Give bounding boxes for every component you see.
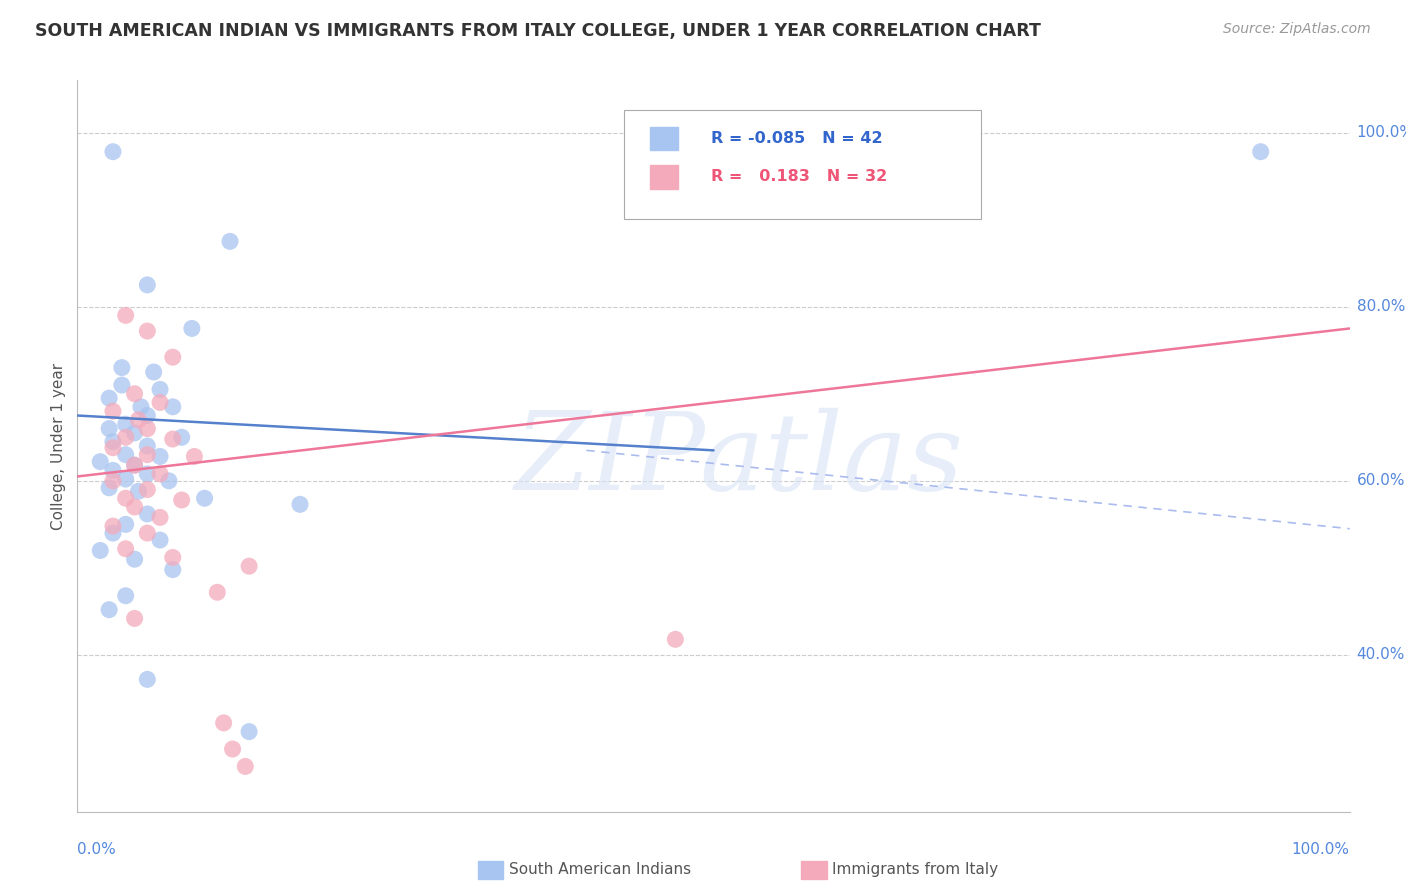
Point xyxy=(149,395,172,409)
Text: Source: ZipAtlas.com: Source: ZipAtlas.com xyxy=(1223,22,1371,37)
Point xyxy=(101,145,124,159)
Point xyxy=(136,448,159,462)
Point xyxy=(129,400,152,414)
Point xyxy=(170,493,193,508)
Point xyxy=(136,467,159,481)
Point xyxy=(183,450,205,464)
Point xyxy=(207,585,229,599)
Point xyxy=(170,430,193,444)
Point xyxy=(124,500,146,514)
Point xyxy=(233,759,256,773)
Point xyxy=(136,409,159,423)
Text: R =   0.183   N = 32: R = 0.183 N = 32 xyxy=(711,169,887,185)
Point xyxy=(114,472,136,486)
Point xyxy=(180,321,202,335)
Point xyxy=(664,632,686,647)
Point xyxy=(124,552,146,566)
Point xyxy=(101,474,124,488)
Point xyxy=(136,277,159,292)
Point xyxy=(124,458,146,472)
Text: 40.0%: 40.0% xyxy=(1357,648,1405,663)
Point xyxy=(101,441,124,455)
Point xyxy=(238,724,260,739)
Point xyxy=(114,430,136,444)
Point xyxy=(111,360,134,375)
Point xyxy=(212,715,235,730)
Point xyxy=(194,491,217,506)
Point xyxy=(124,458,146,472)
Point xyxy=(114,541,136,556)
Point xyxy=(149,510,172,524)
Point xyxy=(101,463,124,477)
Text: 80.0%: 80.0% xyxy=(1357,299,1405,314)
Point xyxy=(124,611,146,625)
Point xyxy=(114,309,136,323)
Point xyxy=(219,235,242,249)
Point xyxy=(114,491,136,506)
Point xyxy=(127,484,149,499)
Point xyxy=(136,673,159,687)
Text: R = -0.085   N = 42: R = -0.085 N = 42 xyxy=(711,131,883,146)
Point xyxy=(136,324,159,338)
Point xyxy=(124,425,146,440)
Point xyxy=(101,404,124,418)
Point xyxy=(1250,145,1272,159)
Point xyxy=(136,421,159,435)
Point xyxy=(162,550,184,565)
Text: South American Indians: South American Indians xyxy=(509,863,692,877)
Point xyxy=(114,517,136,532)
Point xyxy=(89,543,111,558)
Text: ZIPatlas: ZIPatlas xyxy=(515,408,963,513)
Point xyxy=(162,350,184,364)
Point xyxy=(89,455,111,469)
Point xyxy=(136,483,159,497)
Point xyxy=(98,603,121,617)
Y-axis label: College, Under 1 year: College, Under 1 year xyxy=(51,362,66,530)
Point xyxy=(162,563,184,577)
Point xyxy=(101,526,124,541)
Text: 0.0%: 0.0% xyxy=(77,842,117,857)
FancyBboxPatch shape xyxy=(624,110,981,219)
Text: 100.0%: 100.0% xyxy=(1357,125,1406,140)
Point xyxy=(162,432,184,446)
Point xyxy=(114,589,136,603)
Point xyxy=(238,559,260,574)
Point xyxy=(98,391,121,405)
Point xyxy=(149,533,172,547)
Text: 100.0%: 100.0% xyxy=(1292,842,1350,857)
Text: SOUTH AMERICAN INDIAN VS IMMIGRANTS FROM ITALY COLLEGE, UNDER 1 YEAR CORRELATION: SOUTH AMERICAN INDIAN VS IMMIGRANTS FROM… xyxy=(35,22,1040,40)
Point xyxy=(127,413,149,427)
Point xyxy=(162,400,184,414)
Point xyxy=(221,742,243,756)
Point xyxy=(124,386,146,401)
Point xyxy=(142,365,165,379)
Point xyxy=(111,378,134,392)
Point xyxy=(101,434,124,449)
Point xyxy=(136,439,159,453)
Bar xyxy=(650,127,679,151)
Text: 60.0%: 60.0% xyxy=(1357,474,1405,488)
Point xyxy=(114,448,136,462)
Point xyxy=(114,417,136,432)
Point xyxy=(101,519,124,533)
Point xyxy=(98,481,121,495)
Bar xyxy=(650,165,679,188)
Point xyxy=(149,450,172,464)
Point xyxy=(149,467,172,481)
Point xyxy=(288,497,311,511)
Point xyxy=(136,526,159,541)
Point xyxy=(98,421,121,435)
Point xyxy=(149,383,172,397)
Point xyxy=(136,507,159,521)
Point xyxy=(157,474,180,488)
Text: Immigrants from Italy: Immigrants from Italy xyxy=(832,863,998,877)
